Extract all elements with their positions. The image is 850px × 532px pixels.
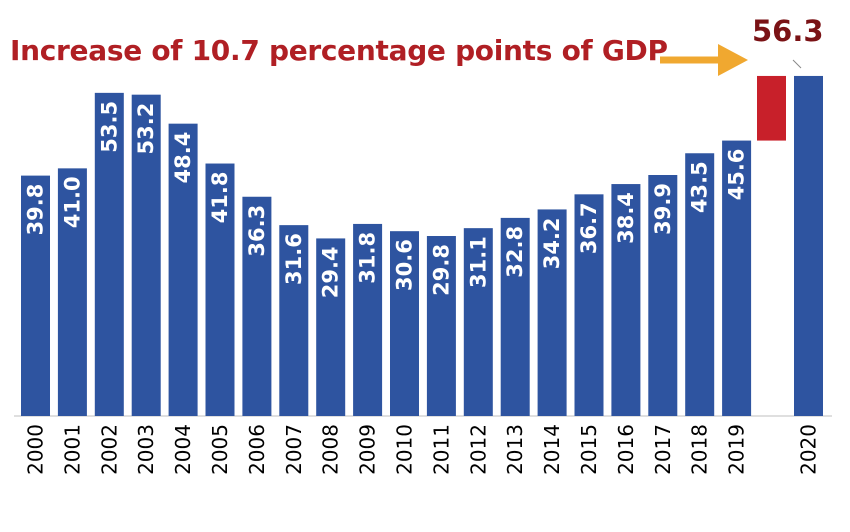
bar-value-label-2002: 53.5 bbox=[97, 101, 121, 153]
x-tick-label-2011: 2011 bbox=[429, 424, 453, 475]
bar-2005 bbox=[205, 163, 235, 416]
x-tick-label-2013: 2013 bbox=[503, 424, 527, 475]
total-value-label: 56.3 bbox=[752, 14, 824, 48]
x-tick-label-2003: 2003 bbox=[134, 424, 158, 475]
bar-value-label-2018: 43.5 bbox=[688, 161, 712, 213]
x-tick-label-2015: 2015 bbox=[577, 424, 601, 475]
bar-2001 bbox=[57, 168, 87, 416]
bar-value-label-2016: 38.4 bbox=[614, 192, 638, 244]
bar-value-label-2010: 30.6 bbox=[393, 239, 417, 291]
x-tick-label-2001: 2001 bbox=[60, 424, 84, 475]
bar-value-label-2012: 31.1 bbox=[466, 236, 490, 288]
x-tick-label-2019: 2019 bbox=[725, 424, 749, 475]
x-tick-label-2008: 2008 bbox=[319, 424, 343, 475]
bar-value-label-2011: 29.8 bbox=[429, 244, 453, 296]
x-tick-label-2000: 2000 bbox=[24, 424, 48, 475]
bar-value-label-2008: 29.4 bbox=[319, 246, 343, 298]
bar-2000 bbox=[21, 175, 50, 416]
annotation-group bbox=[660, 44, 802, 141]
bar-2006 bbox=[242, 196, 272, 416]
bar-2002 bbox=[94, 92, 124, 417]
bar-2012 bbox=[463, 228, 493, 416]
x-tick-label-2018: 2018 bbox=[688, 424, 712, 475]
increase-bar bbox=[757, 75, 786, 141]
bar-2017 bbox=[648, 175, 678, 416]
x-tick-label-2009: 2009 bbox=[356, 424, 380, 475]
bars-group: 39.8 2000 41.0 2001 53.5 2002 53.2 2003 48.4 2004… bbox=[21, 75, 823, 475]
bar-value-label-2019: 45.6 bbox=[725, 149, 749, 201]
bar-2016 bbox=[611, 184, 641, 416]
bar-value-label-2014: 34.2 bbox=[540, 217, 564, 269]
x-tick-label-2007: 2007 bbox=[282, 424, 306, 475]
bar-value-label-2006: 36.3 bbox=[245, 205, 269, 257]
bar-2004 bbox=[168, 123, 198, 416]
bar-value-label-2009: 31.8 bbox=[356, 232, 380, 284]
bar-2008 bbox=[316, 238, 346, 416]
bar-2010 bbox=[390, 231, 419, 416]
bar-value-label-2003: 53.2 bbox=[134, 103, 158, 155]
bar-value-label-2005: 41.8 bbox=[208, 172, 232, 224]
bar-value-label-2017: 39.9 bbox=[651, 183, 675, 235]
bar-2014 bbox=[537, 209, 567, 416]
bar-value-label-2000: 39.8 bbox=[24, 184, 48, 236]
chart-headline: Increase of 10.7 percentage points of GD… bbox=[10, 34, 668, 67]
x-tick-label-2012: 2012 bbox=[466, 424, 490, 475]
bar-value-label-2013: 32.8 bbox=[503, 226, 527, 278]
bar-2013 bbox=[500, 217, 530, 416]
x-tick-label-2014: 2014 bbox=[540, 424, 564, 475]
bar-2007 bbox=[279, 225, 309, 416]
bar-2011 bbox=[426, 236, 456, 416]
bar-2018 bbox=[685, 153, 715, 416]
bar-value-label-2015: 36.7 bbox=[577, 202, 601, 254]
bar-2015 bbox=[574, 194, 604, 416]
x-tick-label-2017: 2017 bbox=[651, 424, 675, 475]
arrow-icon bbox=[718, 44, 748, 76]
x-tick-label-2010: 2010 bbox=[393, 424, 417, 475]
bar-2020 bbox=[794, 75, 823, 416]
total-leader-line bbox=[792, 59, 802, 69]
bar-value-label-2001: 41.0 bbox=[60, 176, 84, 228]
bar-value-label-2004: 48.4 bbox=[171, 132, 195, 184]
x-tick-label-2016: 2016 bbox=[614, 424, 638, 475]
bar-2009 bbox=[353, 223, 383, 416]
x-tick-label-2020: 2020 bbox=[797, 424, 821, 475]
x-tick-label-2005: 2005 bbox=[208, 424, 232, 475]
bar-2003 bbox=[131, 94, 161, 416]
bar-2019 bbox=[722, 140, 752, 417]
x-tick-label-2004: 2004 bbox=[171, 424, 195, 475]
x-tick-label-2002: 2002 bbox=[97, 424, 121, 475]
x-tick-label-2006: 2006 bbox=[245, 424, 269, 475]
bar-value-label-2007: 31.6 bbox=[282, 233, 306, 285]
